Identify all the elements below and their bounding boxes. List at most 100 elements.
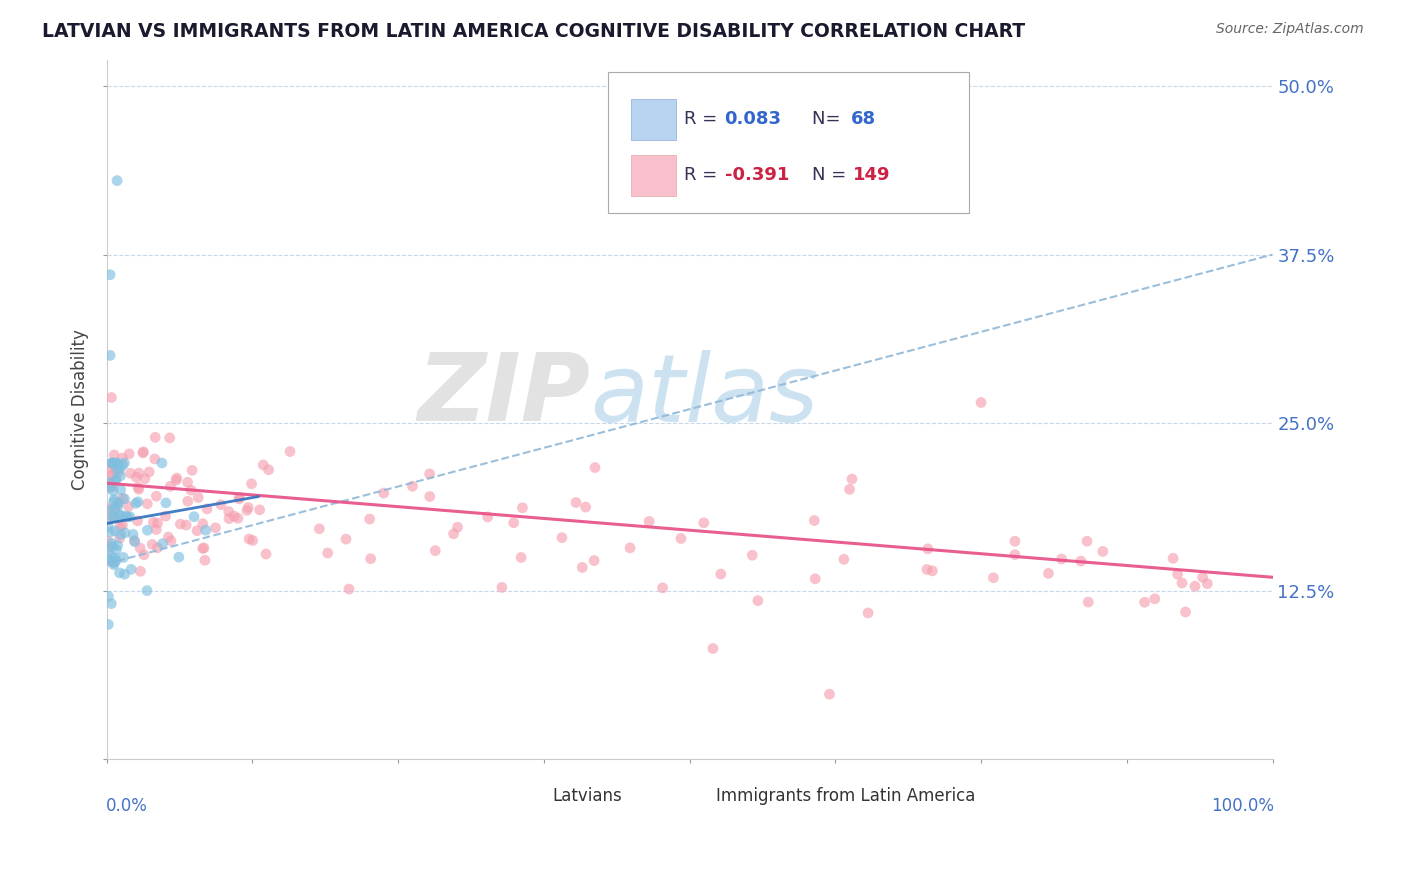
Point [238, 532, 260, 546]
Point [103, 524, 125, 538]
Point [108, 566, 131, 580]
Point [838, 483, 860, 497]
Point [103, 558, 125, 572]
Point [218, 511, 240, 525]
Point [970, 395, 993, 409]
Point [118, 509, 141, 524]
Point [155, 509, 177, 524]
Point [194, 553, 217, 567]
Text: ZIP: ZIP [418, 349, 591, 442]
Point [165, 473, 187, 487]
Point [177, 494, 200, 508]
Point [193, 541, 215, 555]
Point [921, 564, 943, 578]
Text: N =: N = [813, 166, 852, 184]
Point [129, 564, 152, 578]
Point [143, 452, 166, 467]
Point [97, 501, 120, 516]
Point [120, 562, 142, 576]
Point [583, 460, 606, 475]
Point [226, 511, 249, 525]
Point [446, 520, 468, 534]
Point [236, 503, 259, 517]
Point [1197, 576, 1219, 591]
Point [917, 541, 939, 556]
Point [710, 567, 733, 582]
Point [100, 536, 122, 550]
Point [105, 542, 128, 557]
Point [308, 522, 330, 536]
Point [136, 497, 159, 511]
Point [1004, 548, 1026, 562]
Point [97, 541, 120, 555]
Point [110, 483, 132, 497]
Point [1174, 605, 1197, 619]
Point [1070, 554, 1092, 568]
Y-axis label: Cognitive Disability: Cognitive Disability [72, 329, 89, 490]
Point [747, 593, 769, 607]
Point [112, 550, 135, 565]
Point [105, 457, 128, 471]
Point [127, 514, 149, 528]
Point [1076, 534, 1098, 549]
Point [228, 491, 250, 505]
Point [142, 516, 165, 530]
Point [101, 510, 124, 524]
Point [238, 500, 260, 515]
Text: 100.0%: 100.0% [1211, 797, 1274, 815]
Point [145, 489, 167, 503]
Point [111, 451, 134, 466]
Point [1133, 595, 1156, 609]
Text: atlas: atlas [591, 350, 818, 441]
Point [114, 525, 136, 540]
Point [619, 541, 641, 555]
Text: Immigrants from Latin America: Immigrants from Latin America [717, 787, 976, 805]
Point [108, 508, 131, 523]
Point [638, 515, 661, 529]
Point [167, 550, 190, 565]
Point [103, 494, 125, 508]
Point [98, 475, 121, 490]
Point [551, 531, 574, 545]
Point [575, 500, 598, 514]
Point [108, 519, 131, 533]
Point [1191, 570, 1213, 584]
Point [107, 495, 129, 509]
Point [146, 516, 169, 530]
Point [565, 495, 588, 509]
Point [257, 463, 280, 477]
Point [803, 514, 825, 528]
Point [583, 553, 606, 567]
Point [134, 472, 156, 486]
Point [224, 509, 246, 524]
Point [97, 519, 120, 533]
Point [150, 456, 173, 470]
Text: R =: R = [683, 110, 723, 128]
Point [114, 491, 136, 506]
Point [98, 480, 121, 494]
Text: 68: 68 [851, 110, 876, 128]
Point [101, 555, 124, 569]
Point [804, 572, 827, 586]
Point [101, 550, 124, 565]
Point [100, 457, 122, 471]
Point [218, 504, 240, 518]
FancyBboxPatch shape [607, 72, 969, 213]
Point [186, 524, 208, 538]
Point [136, 523, 159, 537]
Point [107, 496, 129, 510]
FancyBboxPatch shape [681, 784, 713, 808]
Text: R =: R = [683, 166, 723, 184]
Point [98, 524, 121, 539]
Point [181, 463, 204, 477]
Text: N=: N= [813, 110, 846, 128]
Point [702, 641, 724, 656]
Point [101, 456, 124, 470]
Point [97, 617, 120, 632]
Point [114, 567, 136, 582]
Point [335, 532, 357, 546]
Text: -0.391: -0.391 [724, 166, 789, 184]
Text: 0.0%: 0.0% [105, 797, 148, 815]
Point [105, 463, 128, 477]
Point [108, 461, 131, 475]
